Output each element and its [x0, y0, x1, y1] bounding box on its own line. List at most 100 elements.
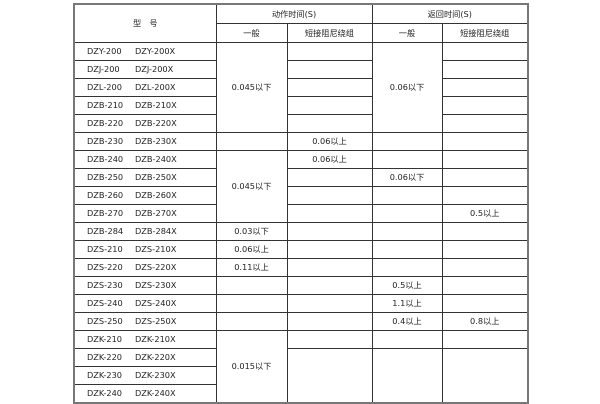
action-short-cell — [286, 276, 373, 295]
model-header: 型 号 — [73, 3, 217, 43]
action-general-cell: 0.03以下 — [215, 222, 288, 241]
model-b: DZS-210X — [135, 244, 177, 254]
return-short-cell — [441, 168, 529, 187]
model-b: DZL-200X — [135, 82, 176, 92]
table-row: DZS-240 DZS-240X 1.1以上 — [73, 294, 529, 313]
return-short-cell — [441, 186, 529, 205]
model-a: DZJ-200 — [87, 64, 120, 74]
return-general-cell — [371, 132, 443, 151]
model-cell: DZB-284 DZB-284X — [73, 222, 217, 241]
model-cell: DZS-230 DZS-230X — [73, 276, 217, 295]
action-general-cell: 0.045以下 — [215, 42, 288, 133]
return-short-cell — [441, 222, 529, 241]
model-b: DZB-220X — [135, 118, 177, 128]
table-row: DZB-240 DZB-240X 0.045以下 0.06以上 — [73, 150, 529, 223]
model-a: DZK-220 — [87, 352, 123, 362]
return-general-cell: 0.06以下 — [371, 42, 443, 133]
model-a: DZS-230 — [87, 280, 123, 290]
table-row: DZK-230 DZK-230X — [73, 366, 528, 385]
table-row: DZK-210 DZK-210X 0.015以下 — [73, 330, 529, 404]
return-general-header: 一般 — [371, 23, 443, 43]
return-general-cell: 0.4以上 — [371, 312, 443, 331]
model-a: DZS-250 — [87, 316, 123, 326]
model-a: DZB-270 — [87, 208, 124, 218]
model-cell: DZS-220 DZS-220X — [73, 258, 217, 277]
return-general-cell — [371, 330, 443, 349]
action-short-cell — [286, 240, 373, 259]
model-cell: DZK-210 DZK-210X — [73, 330, 217, 349]
model-cell: DZB-230 DZB-230X — [73, 132, 217, 151]
action-time-header: 动作时间(S) — [215, 3, 373, 24]
model-cell: DZY-200 DZY-200X — [73, 42, 217, 61]
model-b: DZK-240X — [135, 388, 176, 398]
action-short-cell — [286, 204, 373, 223]
model-b: DZB-210X — [135, 100, 177, 110]
action-general-header: 一般 — [215, 23, 288, 43]
action-short-cell: 0.06以上 — [286, 150, 373, 169]
model-a: DZK-210 — [87, 334, 123, 344]
return-short-cell — [441, 150, 529, 169]
model-cell: DZL-200 DZL-200X — [73, 78, 217, 97]
table-row: DZL-200 DZL-200X — [73, 78, 529, 97]
table-row: DZS-210 DZS-210X 0.06以上 — [73, 240, 529, 259]
model-b: DZY-200X — [135, 46, 176, 56]
model-b: DZB-270X — [135, 208, 177, 218]
action-short-cell — [286, 78, 373, 97]
model-a: DZY-200 — [87, 46, 122, 56]
model-b: DZB-230X — [135, 136, 177, 146]
table-row: DZB-270 DZB-270X 0.5以上 — [73, 204, 529, 223]
table-row: DZB-260 DZB-260X — [73, 186, 529, 205]
model-cell: DZS-250 DZS-250X — [73, 312, 217, 331]
action-short-cell — [286, 222, 373, 241]
model-cell: DZB-270 DZB-270X — [73, 204, 217, 223]
action-short-cell — [286, 348, 373, 404]
model-b: DZK-220X — [135, 352, 176, 362]
action-general-cell: 0.045以下 — [215, 150, 288, 223]
model-a: DZB-220 — [87, 118, 124, 128]
table-row: DZB-220 DZB-220X — [73, 114, 529, 133]
action-general-cell — [215, 312, 288, 331]
action-short-cell — [286, 186, 373, 205]
return-short-cell — [441, 78, 529, 97]
return-short-cell — [441, 258, 529, 277]
action-short-cell: 0.06以上 — [286, 132, 373, 151]
return-short-cell — [441, 96, 529, 115]
relay-timing-table: 型 号 动作时间(S) 返回时间(S) 一般 短接阻尼绕组 一般 短接阻尼绕组 … — [73, 3, 529, 404]
table-body: DZY-200 DZY-200X 0.045以下 0.06以下 DZJ-200 DZJ-2… — [73, 42, 529, 404]
return-short-cell — [441, 348, 529, 404]
model-a: DZB-284 — [87, 226, 124, 236]
return-general-cell: 0.06以下 — [371, 168, 443, 187]
model-b: DZB-260X — [135, 190, 177, 200]
model-cell: DZS-240 DZS-240X — [73, 294, 217, 313]
action-general-cell — [215, 294, 288, 313]
action-short-cell — [286, 312, 373, 331]
return-general-cell — [371, 222, 443, 241]
table-row: DZS-250 DZS-250X 0.4以上 0.8以上 — [73, 312, 529, 331]
action-general-cell: 0.11以上 — [215, 258, 288, 277]
model-b: DZB-284X — [135, 226, 177, 236]
model-b: DZS-220X — [135, 262, 177, 272]
model-b: DZS-240X — [135, 298, 177, 308]
model-b: DZS-230X — [135, 280, 177, 290]
return-general-cell: 1.1以上 — [371, 294, 443, 313]
model-cell: DZB-240 DZB-240X — [73, 150, 217, 169]
return-short-cell: 0.8以上 — [441, 312, 529, 331]
model-cell: DZB-260 DZB-260X — [73, 186, 217, 205]
return-short-cell: 0.5以上 — [441, 204, 529, 223]
return-short-cell — [441, 294, 529, 313]
table-row: DZB-284 DZB-284X 0.03以下 — [73, 222, 529, 241]
return-short-cell — [441, 240, 529, 259]
model-cell: DZB-210 DZB-210X — [73, 96, 217, 115]
return-short-header: 短接阻尼绕组 — [441, 23, 529, 43]
model-b: DZK-210X — [135, 334, 176, 344]
model-a: DZK-240 — [87, 388, 123, 398]
action-short-cell — [286, 294, 373, 313]
model-b: DZK-230X — [135, 370, 176, 380]
return-short-cell — [441, 330, 529, 349]
return-general-cell — [371, 150, 443, 169]
model-b: DZJ-200X — [135, 64, 174, 74]
model-a: DZB-240 — [87, 154, 124, 164]
return-general-cell — [371, 240, 443, 259]
model-a: DZS-240 — [87, 298, 123, 308]
table-row: DZB-210 DZB-210X — [73, 96, 529, 115]
